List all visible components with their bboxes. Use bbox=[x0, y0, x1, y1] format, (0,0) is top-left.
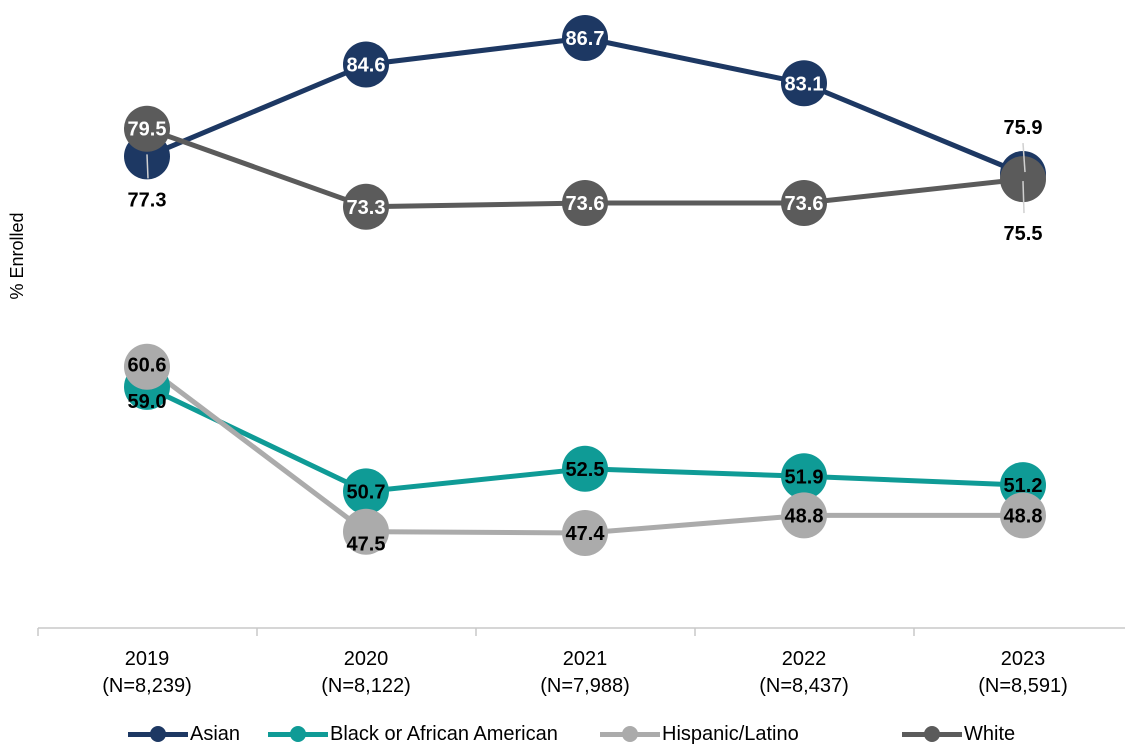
data-label: 48.8 bbox=[1004, 505, 1043, 527]
data-label: 51.2 bbox=[1004, 475, 1043, 497]
legend-label: Hispanic/Latino bbox=[662, 722, 799, 745]
data-point-asian bbox=[343, 41, 389, 88]
x-tick-label-n: (N=8,591) bbox=[978, 675, 1068, 697]
data-point-black-or-african-american bbox=[781, 453, 827, 500]
x-tick-label-year: 2019 bbox=[125, 648, 170, 670]
data-point-black-or-african-american bbox=[562, 445, 608, 492]
data-label: 48.8 bbox=[785, 505, 824, 527]
data-point-hispanic-latino bbox=[562, 510, 608, 556]
data-point-hispanic-latino bbox=[343, 508, 389, 555]
line-chart: 2019 (N=8,239) 2020 (N=8,122) 2021 (N=7,988) 2… bbox=[37, 15, 1125, 697]
data-point-asian bbox=[781, 60, 827, 107]
data-point-asian bbox=[562, 15, 608, 61]
data-label: 59.0 bbox=[128, 391, 167, 413]
data-label: 60.6 bbox=[128, 355, 167, 377]
data-point-white bbox=[562, 180, 608, 226]
data-label: 50.7 bbox=[347, 481, 386, 503]
data-label: 83.1 bbox=[785, 73, 824, 95]
x-tick-label-n: (N=8,122) bbox=[321, 675, 411, 697]
data-point-black-or-african-american bbox=[343, 468, 389, 515]
data-point-white bbox=[781, 180, 827, 226]
data-label-leader bbox=[1022, 181, 1025, 214]
chart-legend: Asian Black or African American Hispanic/L… bbox=[0, 720, 1125, 748]
legend-item: Black or African American bbox=[268, 720, 558, 748]
legend-label: White bbox=[964, 722, 1016, 745]
data-point-hispanic-latino bbox=[781, 492, 827, 539]
legend-item: White bbox=[902, 720, 1015, 748]
data-label: 86.7 bbox=[566, 28, 605, 50]
data-label: 73.6 bbox=[785, 193, 824, 215]
data-label: 51.9 bbox=[785, 466, 824, 488]
legend-swatch bbox=[600, 720, 660, 748]
data-label: 47.5 bbox=[347, 534, 386, 556]
legend-swatch bbox=[268, 720, 328, 748]
x-tick-label-n: (N=7,988) bbox=[540, 675, 630, 697]
x-tick-label-year: 2023 bbox=[1001, 648, 1046, 670]
data-label: 84.6 bbox=[347, 54, 386, 76]
data-point-hispanic-latino bbox=[1000, 492, 1046, 539]
x-tick-label-year: 2020 bbox=[344, 648, 389, 670]
data-label: 75.5 bbox=[1004, 223, 1043, 245]
data-label: 47.4 bbox=[566, 523, 606, 545]
data-point-white bbox=[343, 183, 389, 230]
data-point-white bbox=[124, 105, 170, 152]
legend-swatch bbox=[902, 720, 962, 748]
data-label: 77.3 bbox=[128, 189, 167, 211]
data-label-leader bbox=[1022, 142, 1026, 173]
data-label: 52.5 bbox=[566, 459, 605, 481]
data-label: 75.9 bbox=[1004, 117, 1043, 139]
data-point-white bbox=[1000, 156, 1046, 203]
data-label-leader bbox=[146, 154, 149, 179]
x-tick-label-n: (N=8,239) bbox=[102, 675, 192, 697]
legend-item: Hispanic/Latino bbox=[600, 720, 799, 748]
data-label: 73.6 bbox=[566, 193, 605, 215]
data-label: 79.5 bbox=[128, 119, 167, 141]
data-label: 73.3 bbox=[347, 197, 386, 219]
legend-swatch bbox=[128, 720, 188, 748]
x-tick-label-year: 2021 bbox=[563, 648, 608, 670]
legend-item: Asian bbox=[128, 720, 240, 748]
x-tick-label-year: 2022 bbox=[782, 648, 827, 670]
x-tick-label-n: (N=8,437) bbox=[759, 675, 849, 697]
data-point-hispanic-latino bbox=[124, 343, 170, 390]
legend-label: Asian bbox=[190, 722, 241, 745]
legend-label: Black or African American bbox=[330, 722, 558, 745]
y-axis-label: % Enrolled bbox=[7, 212, 27, 300]
